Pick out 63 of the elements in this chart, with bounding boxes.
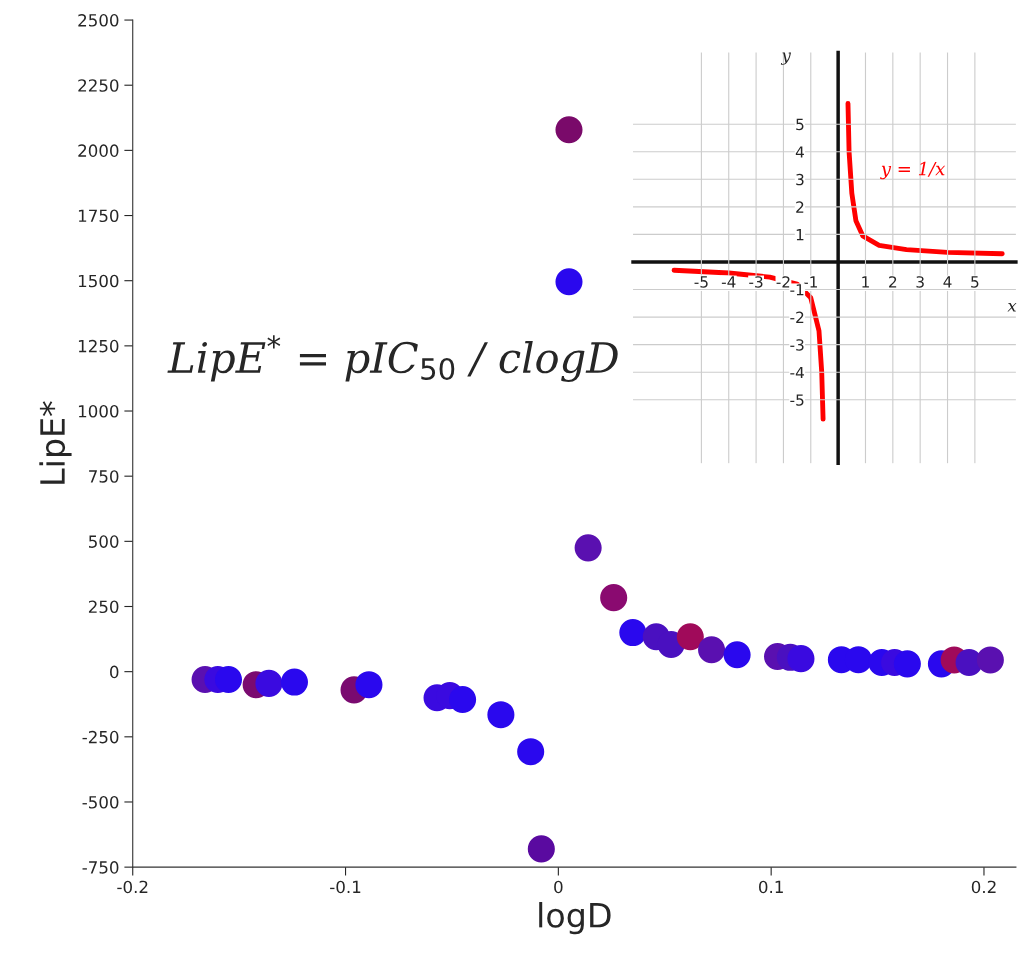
point — [355, 671, 383, 699]
y-tick-label: -3 — [790, 339, 804, 351]
y-tick-label: -750 — [82, 861, 119, 874]
y-tick-label: 1000 — [78, 404, 119, 418]
y-tick-label: 750 — [89, 470, 119, 483]
x-tick-label: 4 — [943, 276, 952, 288]
y-tick-label: 2250 — [78, 79, 119, 92]
y-tick-label: 2500 — [78, 14, 119, 27]
point — [280, 668, 308, 696]
y-tick-label: -4 — [790, 366, 804, 379]
point — [449, 686, 477, 714]
y-tick-label: 1 — [796, 229, 804, 241]
point — [214, 665, 243, 694]
y-tick-label: 5 — [796, 118, 804, 131]
point — [619, 619, 647, 647]
x-axis-title: logD — [539, 902, 611, 935]
y-tick-label: 0 — [110, 665, 119, 679]
x-tick-label: -0.2 — [117, 880, 148, 894]
point — [600, 584, 628, 612]
x-tick-label: 5 — [971, 276, 979, 288]
x-tick-label: -3 — [749, 276, 763, 288]
x-tick-label: -0.1 — [330, 880, 361, 894]
point — [676, 623, 704, 651]
point — [555, 116, 583, 144]
y-tick-label: 250 — [88, 600, 119, 614]
y-tick-label: 1750 — [78, 209, 119, 223]
x-tick-label: 0.2 — [971, 880, 996, 894]
point — [976, 646, 1004, 674]
annotation: LipE$^{*}$ = pIC$_{50}$ / clogD — [167, 335, 618, 382]
point — [517, 738, 545, 766]
y-axis-title: LipE* — [39, 401, 72, 484]
y-tick-label: -1 — [790, 284, 804, 296]
x-axis-title: x — [1007, 302, 1017, 312]
y-tick-label: 1500 — [78, 274, 119, 288]
y-tick-label: -250 — [82, 730, 119, 744]
x-tick-label: 3 — [916, 276, 924, 288]
y-axis-title: y — [780, 52, 792, 65]
point — [527, 835, 555, 863]
point — [698, 636, 726, 664]
series-label: y = 1/x — [880, 161, 946, 180]
point — [574, 534, 602, 562]
point — [255, 669, 283, 697]
x-tick-label: -4 — [721, 276, 736, 288]
x-tick-label: 0 — [554, 880, 563, 894]
y-tick-label: 3 — [796, 173, 804, 186]
y-tick-label: 500 — [89, 535, 119, 548]
x-tick-label: -5 — [694, 276, 708, 288]
y-tick-label: 2 — [796, 201, 804, 213]
point — [555, 268, 583, 296]
y-tick-label: -5 — [790, 394, 804, 406]
y-tick-label: 1250 — [78, 339, 119, 353]
point — [487, 701, 515, 729]
x-tick-label: -2 — [776, 276, 790, 288]
y-tick-label: 4 — [795, 146, 804, 158]
x-tick-label: 2 — [889, 276, 897, 288]
y-tick-label: 2000 — [78, 144, 119, 157]
point — [787, 645, 815, 673]
x-tick-label: 1 — [862, 276, 869, 288]
y-tick-label: -500 — [82, 795, 119, 809]
point — [893, 650, 921, 678]
y-tick-label: -2 — [790, 311, 804, 323]
point — [723, 641, 751, 669]
x-tick-label: 0.1 — [759, 880, 783, 894]
